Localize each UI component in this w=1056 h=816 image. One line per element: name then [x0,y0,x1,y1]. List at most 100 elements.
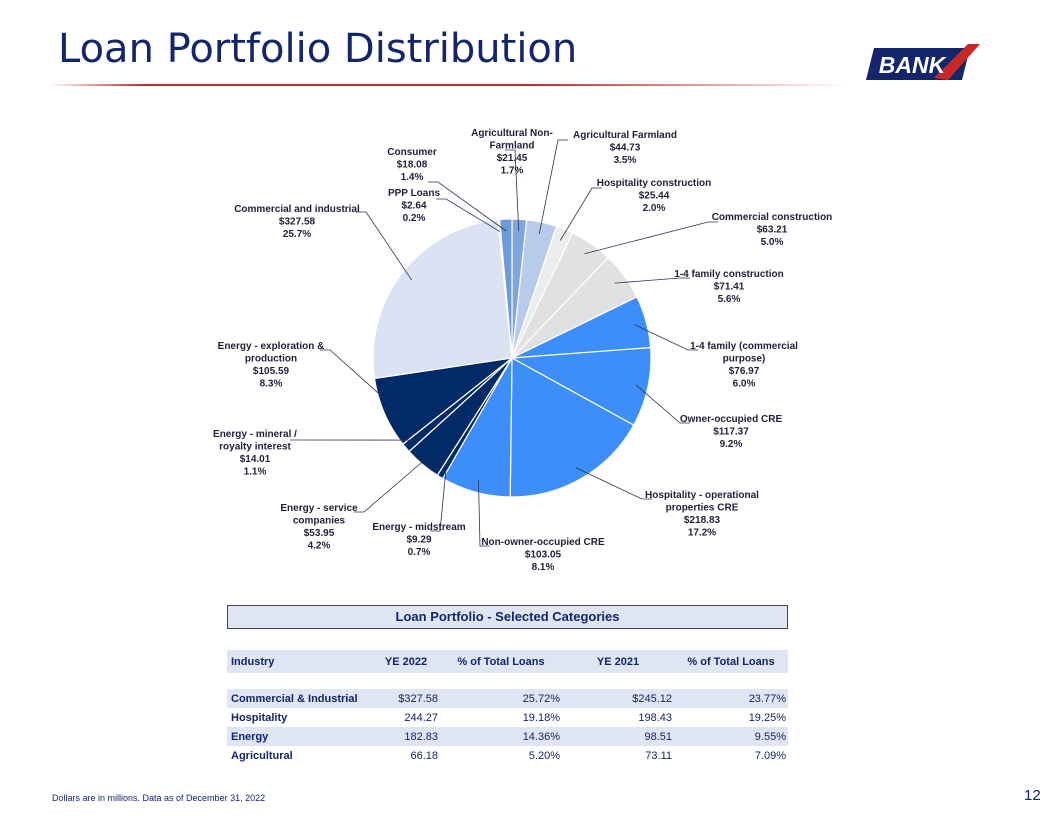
cell-ye-2021: 73.11 [645,749,672,762]
slice-label: Energy - midstream $9.29 0.7% [372,522,465,558]
header-ye-2021: YE 2021 [562,650,674,673]
slice-label-line: 6.0% [733,379,756,390]
slice-label-line: 1.7% [501,166,524,177]
cell-industry: Hospitality [231,711,288,724]
slice-label-line: 8.3% [260,379,283,390]
header-pct-2021: % of Total Loans [674,650,788,673]
cell-ye-2021: 98.51 [562,727,674,746]
table-title: Loan Portfolio - Selected Categories [227,605,788,629]
slice-label-line: Commercial construction [712,212,833,223]
pie-chart: Agricultural Non-Farmland $21.45 1.7% Agric… [213,128,832,573]
bank-logo: BANK [866,44,980,80]
slice-label: Energy - exploration & production $105.59 8… [218,341,325,390]
slice-label-line: 8.1% [532,562,555,573]
table-spacer [227,673,788,689]
cell-pct-2022: 19.18% [522,711,560,724]
slice-label-line: $14.01 [240,454,271,465]
cell-pct-2022: 25.72% [440,689,562,708]
slice-label: Energy - service companies $53.95 4.2% [280,503,358,552]
cell-ye-2022: $327.58 [372,689,440,708]
leader-line [428,181,507,232]
slice-label-line: 4.2% [308,541,331,552]
slice-label-line: Energy - service [280,503,358,514]
slice-label-line: 1.1% [244,467,267,478]
cell-pct-2021: 19.25% [748,711,786,724]
slice-label-line: Consumer [387,147,437,158]
leader-line [634,324,698,351]
slice-label-line: $63.21 [757,225,788,236]
slice-labels: Agricultural Non-Farmland $21.45 1.7% Agric… [213,128,832,573]
slice-label-line: $2.64 [401,201,426,212]
slice-label: PPP Loans $2.64 0.2% [388,188,440,224]
pie-slice [498,218,513,359]
slice-label-line: $18.08 [397,160,428,171]
slice-label-line: Energy - mineral / [213,429,297,440]
slice-label: Owner-occupied CRE $117.37 9.2% [680,414,783,450]
slice-label: Agricultural Non- Farmland $21.45 1.7% [471,128,553,177]
pie-slice [509,356,635,498]
slice-label: Commercial construction $63.21 5.0% [712,212,833,248]
slice-label-line: purpose) [723,354,766,365]
slice-label: Non-owner-occupied CRE $103.05 8.1% [481,537,605,573]
table-row: Agricultural 66.18 5.20% 73.11 7.09% [227,746,788,765]
slice-label: Energy - mineral / royalty interest $14.01… [213,429,297,478]
cell-pct-2022: 14.36% [440,727,562,746]
header-pct-2022: % of Total Loans [440,650,562,673]
slice-label: Hospitality - operational properties CRE $… [645,490,759,539]
pie-slice [372,219,513,380]
table-row: Energy 182.83 14.36% 98.51 9.55% [227,727,788,746]
slice-label-line: 9.2% [720,439,743,450]
cell-ye-2021: 198.43 [638,711,672,724]
slice-label-line: $44.73 [610,143,641,154]
leader-line [538,139,568,235]
slice-label: Commercial and industrial $327.58 25.7% [234,204,360,240]
cell-ye-2022: 182.83 [372,727,440,746]
leader-line [320,349,396,409]
slice-label-line: $218.83 [684,515,721,526]
slice-label-line: Hospitality construction [597,178,711,189]
slice-label-line: production [245,354,297,365]
slice-label-line: $103.05 [525,550,562,561]
leader-line [614,277,690,284]
leader-line [584,221,718,255]
leader-lines [290,139,718,547]
slice-label-line: Non-owner-occupied CRE [481,537,605,548]
slice-label: 1-4 family construction $71.41 5.6% [674,269,783,305]
cell-pct-2021: 7.09% [754,749,786,762]
cell-industry: Commercial & Industrial [227,689,372,708]
cell-pct-2021: 23.77% [674,689,788,708]
slice-label-line: Farmland [489,141,534,152]
leader-line [436,198,501,232]
slice-label: Consumer $18.08 1.4% [387,147,437,183]
leader-line [505,149,520,232]
slice-label-line: 1.4% [401,172,424,183]
loan-table: Industry YE 2022 % of Total Loans YE 202… [227,650,788,765]
leader-line [559,187,602,241]
slice-label-line: 25.7% [283,229,311,240]
slice-label: Agricultural Farmland $44.73 3.5% [573,130,677,166]
slice-label-line: Commercial and industrial [234,204,360,215]
slice-label-line: Hospitality - operational [645,490,759,501]
table-row: Hospitality 244.27 19.18% 198.43 19.25% [227,708,788,727]
slice-label-line: $76.97 [729,366,760,377]
header-ye-2022: YE 2022 [372,650,440,673]
leader-line [575,467,652,500]
leader-line [354,454,431,513]
slice-label-line: $105.59 [253,366,290,377]
slice-label-line: 3.5% [614,155,637,166]
leader-line [356,211,413,281]
pie-slices [372,218,652,498]
slice-label-line: Owner-occupied CRE [680,414,783,425]
slice-label-line: properties CRE [666,503,739,514]
cell-ye-2022: 66.18 [410,749,438,762]
footnote: Dollars are in millions. Data as of Dece… [52,793,266,803]
cell-ye-2021: $245.12 [562,689,674,708]
slice-label-line: royalty interest [219,442,291,453]
slice-label-line: PPP Loans [388,188,440,199]
slice-label-line: Energy - exploration & [218,341,325,352]
cell-pct-2022: 5.20% [528,749,560,762]
pie-slice [509,346,652,426]
slice-label-line: Energy - midstream [372,522,465,533]
page-number: 12 [1024,787,1041,804]
logo-text: BANK [879,52,947,78]
